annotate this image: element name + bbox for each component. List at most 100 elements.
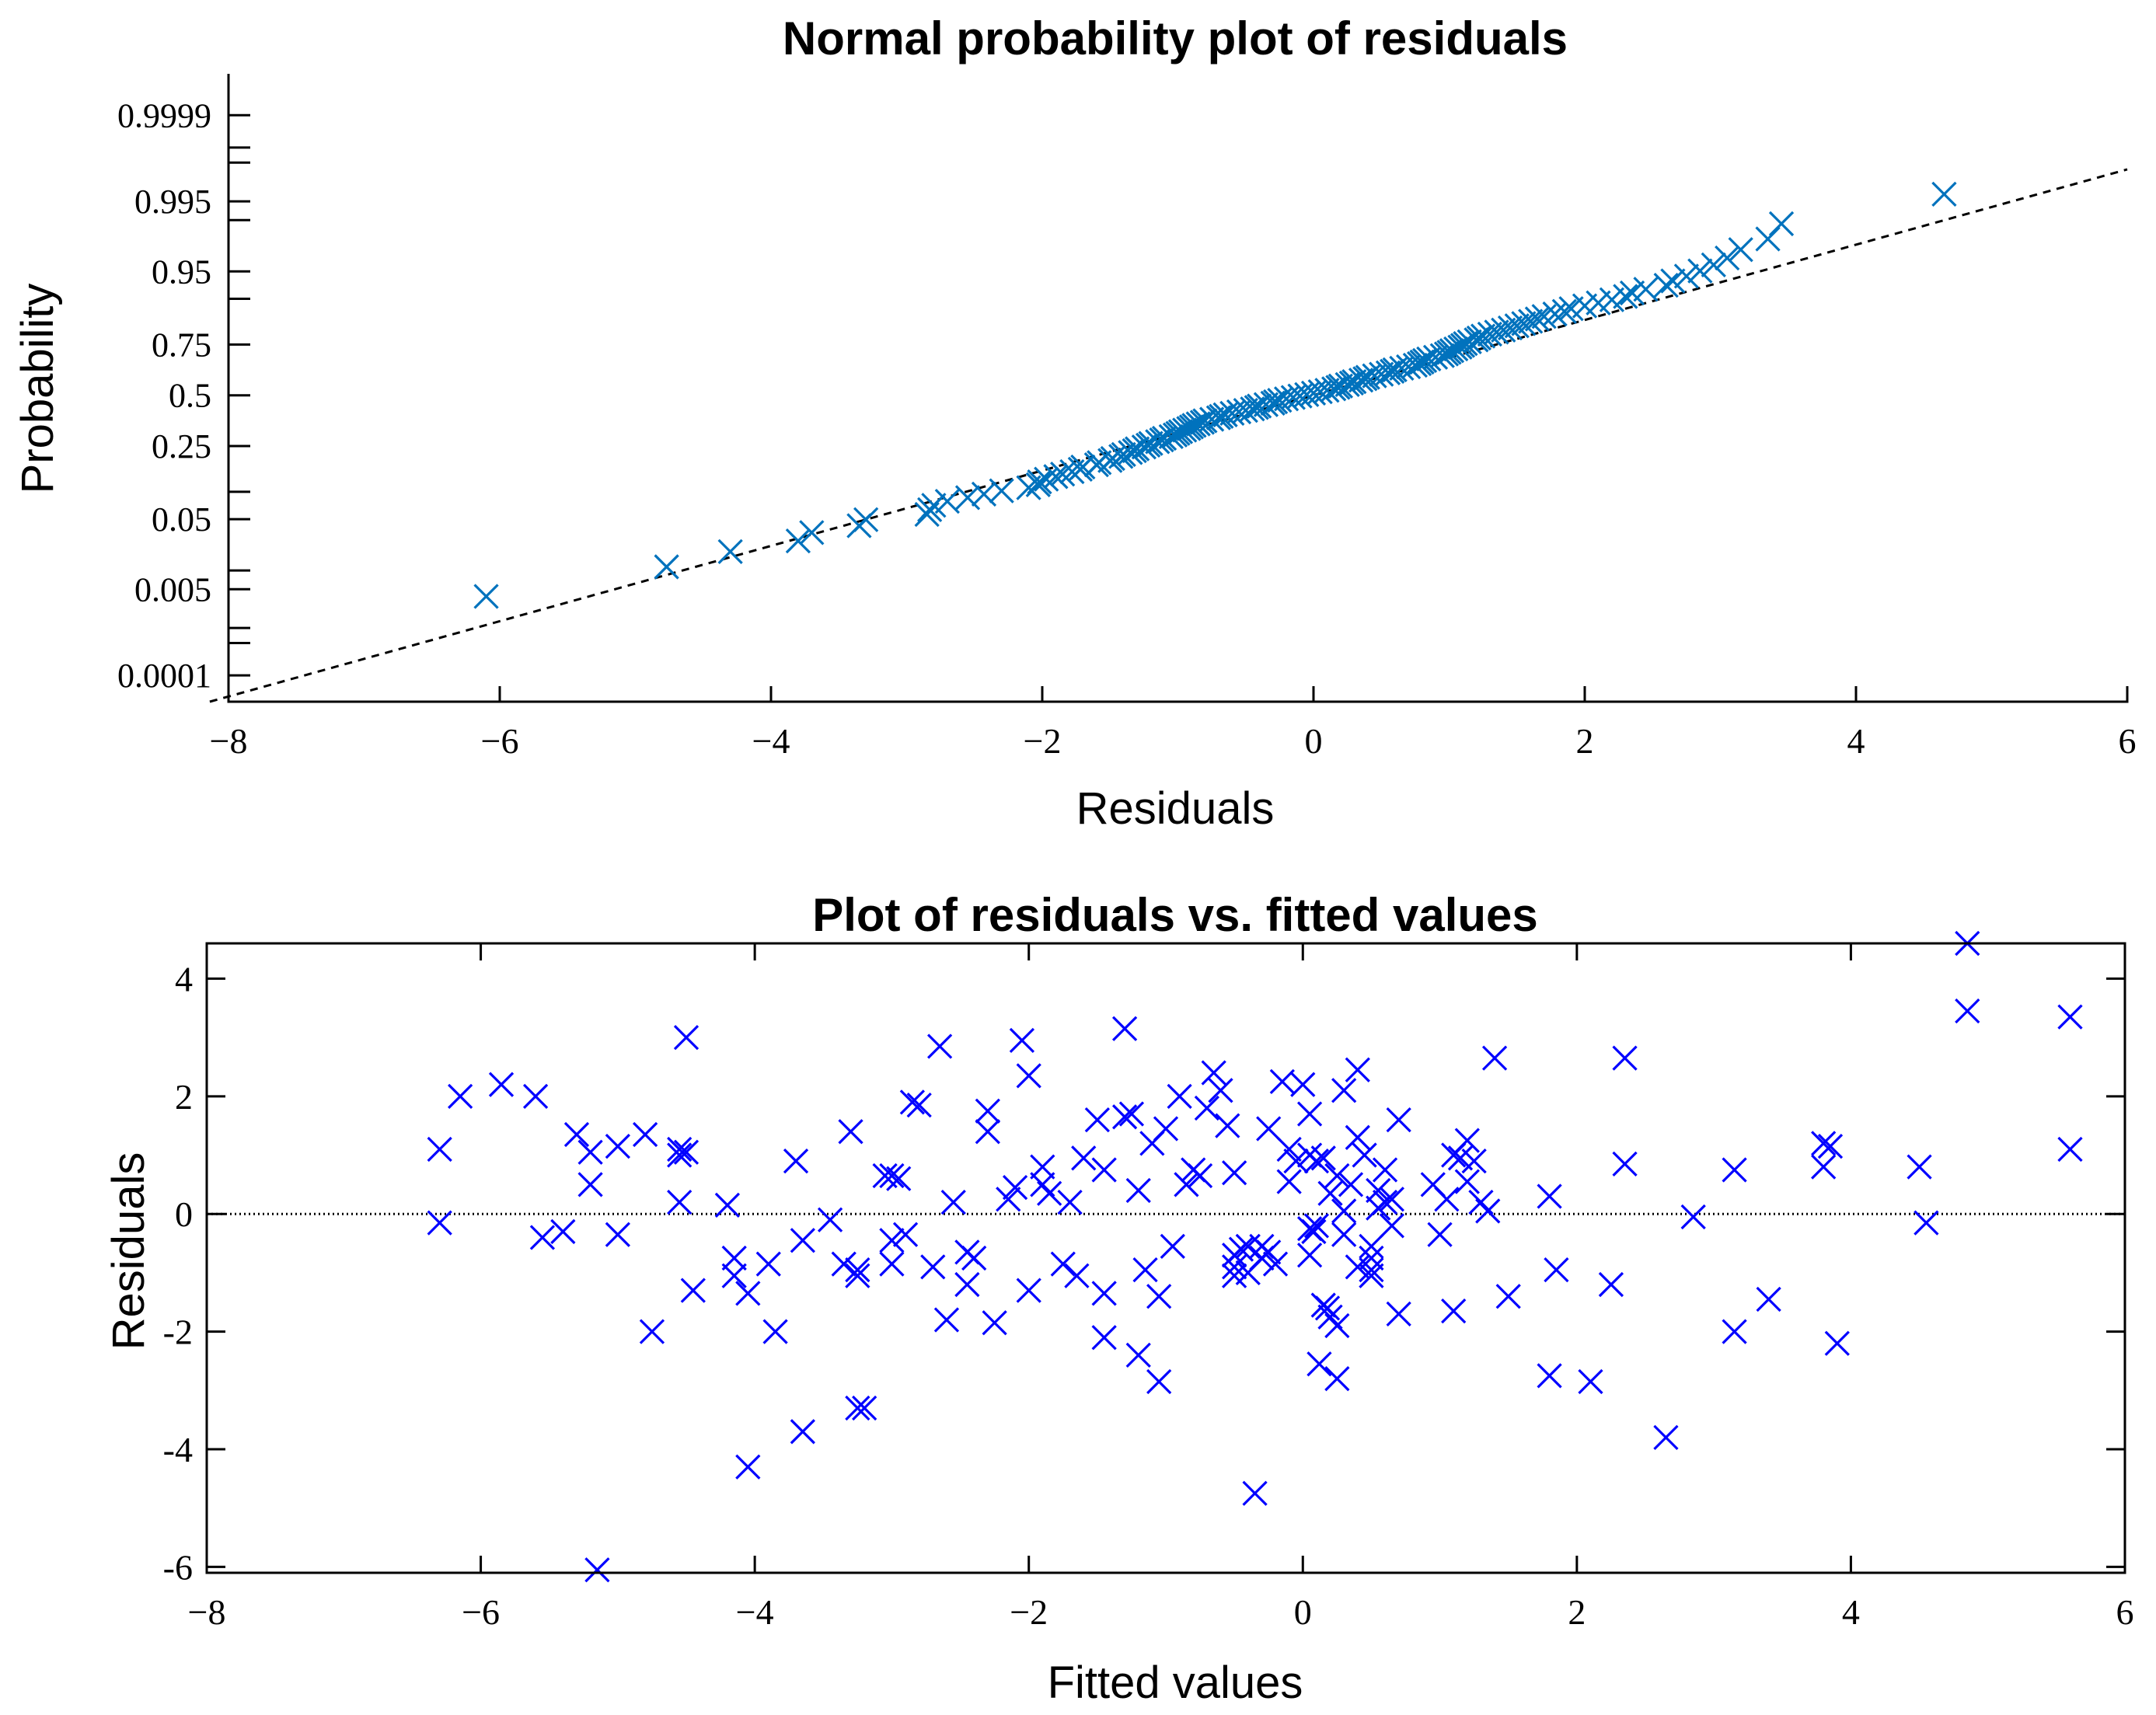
data-point-marker [831,1251,856,1277]
data-point-marker [1824,1330,1850,1356]
data-point-marker [735,1454,761,1480]
data-point-marker [1375,360,1401,385]
data-point-marker [954,485,981,511]
data-point-marker [1768,211,1795,237]
data-point-marker [605,1222,630,1247]
axes-frame [227,74,2129,703]
data-point-marker [639,1319,665,1344]
data-point-marker [735,1281,761,1306]
data-point-marker [1481,1045,1508,1071]
data-point-marker [427,1136,452,1163]
data-point-marker [1187,1163,1213,1189]
data-point-marker [605,1134,630,1159]
data-point-marker [529,1225,556,1250]
data-point-marker [1372,1157,1398,1183]
data-point-marker [473,584,499,609]
data-point-marker [1728,237,1753,263]
data-point-marker [1331,1198,1357,1224]
data-point-marker [1331,1078,1357,1103]
data-point-marker [1303,1213,1330,1239]
data-point-marker [762,1319,788,1344]
data-point-marker [1002,1175,1028,1201]
data-point-marker [1334,371,1360,397]
x-tick-label: 4 [1847,721,1865,761]
data-point-marker [1544,1257,1569,1283]
data-points [473,181,1957,609]
normal-probability-plot: Normal probability plot of residuals Res… [12,12,2137,834]
data-point-marker [879,1163,905,1189]
data-point-marker [996,1187,1021,1212]
data-point-marker [1201,1060,1226,1086]
data-point-marker [1091,1157,1117,1183]
data-point-marker [1542,301,1568,327]
y-tick-label: 0.25 [152,427,211,465]
data-point-marker [1185,411,1211,437]
data-point-marker [1434,1187,1460,1212]
chart-title: Normal probability plot of residuals [783,12,1568,64]
data-point-marker [1518,308,1544,334]
data-point-marker [1269,1068,1295,1095]
y-tick-label: -4 [163,1430,193,1469]
data-point-marker [783,1148,809,1174]
data-point-marker [1087,450,1112,476]
data-point-marker [1240,396,1265,422]
data-point-marker [673,1024,699,1051]
x-tick-label: −8 [188,1592,226,1632]
data-point-marker [1071,1145,1097,1171]
data-points [427,930,2083,1583]
data-point-marker [1064,1263,1090,1288]
x-axis-ticks: −8 −6 −4 −2 0 2 4 6 [210,686,2137,761]
data-point-marker [1352,1142,1377,1168]
data-point-marker [577,1139,603,1165]
data-point-marker [906,1093,932,1118]
y-tick-label: -2 [163,1312,193,1352]
data-point-marker [1345,1124,1370,1150]
x-tick-label: −2 [1010,1592,1048,1632]
y-axis-ticks: 0.0001 0.005 0.05 0.25 0.5 0.75 0.95 0.995 0.999… [117,96,250,695]
data-point-marker [1427,1222,1453,1247]
data-point-marker [921,493,947,518]
y-tick-label: 0.005 [134,570,211,608]
data-point-marker [1379,1187,1405,1212]
data-point-marker [1504,313,1530,339]
data-point-marker [879,1228,905,1253]
data-point-marker [1359,1257,1384,1283]
data-point-marker [1310,1145,1336,1171]
data-point-marker [1233,398,1258,424]
data-point-marker [1222,1254,1247,1280]
data-point-marker [1198,406,1225,432]
data-point-marker [680,1278,706,1303]
data-point-marker [1321,376,1347,402]
data-point-marker [1931,181,1957,207]
data-point-marker [1030,1154,1055,1180]
data-point-marker [2057,1136,2083,1163]
y-tick-label: 0.9999 [117,96,211,134]
data-point-marker [488,1072,515,1097]
data-point-marker [1314,378,1340,403]
x-tick-label: 6 [2116,1592,2134,1632]
data-point-marker [1359,1263,1384,1288]
data-point-marker [785,528,811,554]
data-point-marker [1537,1363,1562,1389]
data-point-marker [1027,469,1052,495]
data-point-marker [1372,1189,1398,1215]
y-tick-label: 2 [175,1077,193,1117]
data-point-marker [1612,1151,1638,1177]
y-tick-label: 0 [175,1194,193,1234]
data-point-marker [1235,1233,1261,1259]
data-point-marker [1174,1172,1199,1197]
data-point-marker [1290,1072,1316,1097]
x-tick-label: −8 [210,721,248,761]
data-point-marker [1348,368,1374,393]
data-point-marker [1118,1101,1145,1127]
data-point-marker [886,1166,912,1191]
data-point-marker [1454,1128,1480,1153]
data-point-marker [940,1189,966,1215]
y-tick-label: 0.05 [152,500,211,539]
data-point-marker [817,1207,843,1232]
data-point-marker [673,1139,699,1165]
data-point-marker [1477,321,1502,347]
data-point-marker [1327,373,1354,399]
data-point-marker [1043,464,1069,490]
data-point-marker [1379,1213,1405,1239]
